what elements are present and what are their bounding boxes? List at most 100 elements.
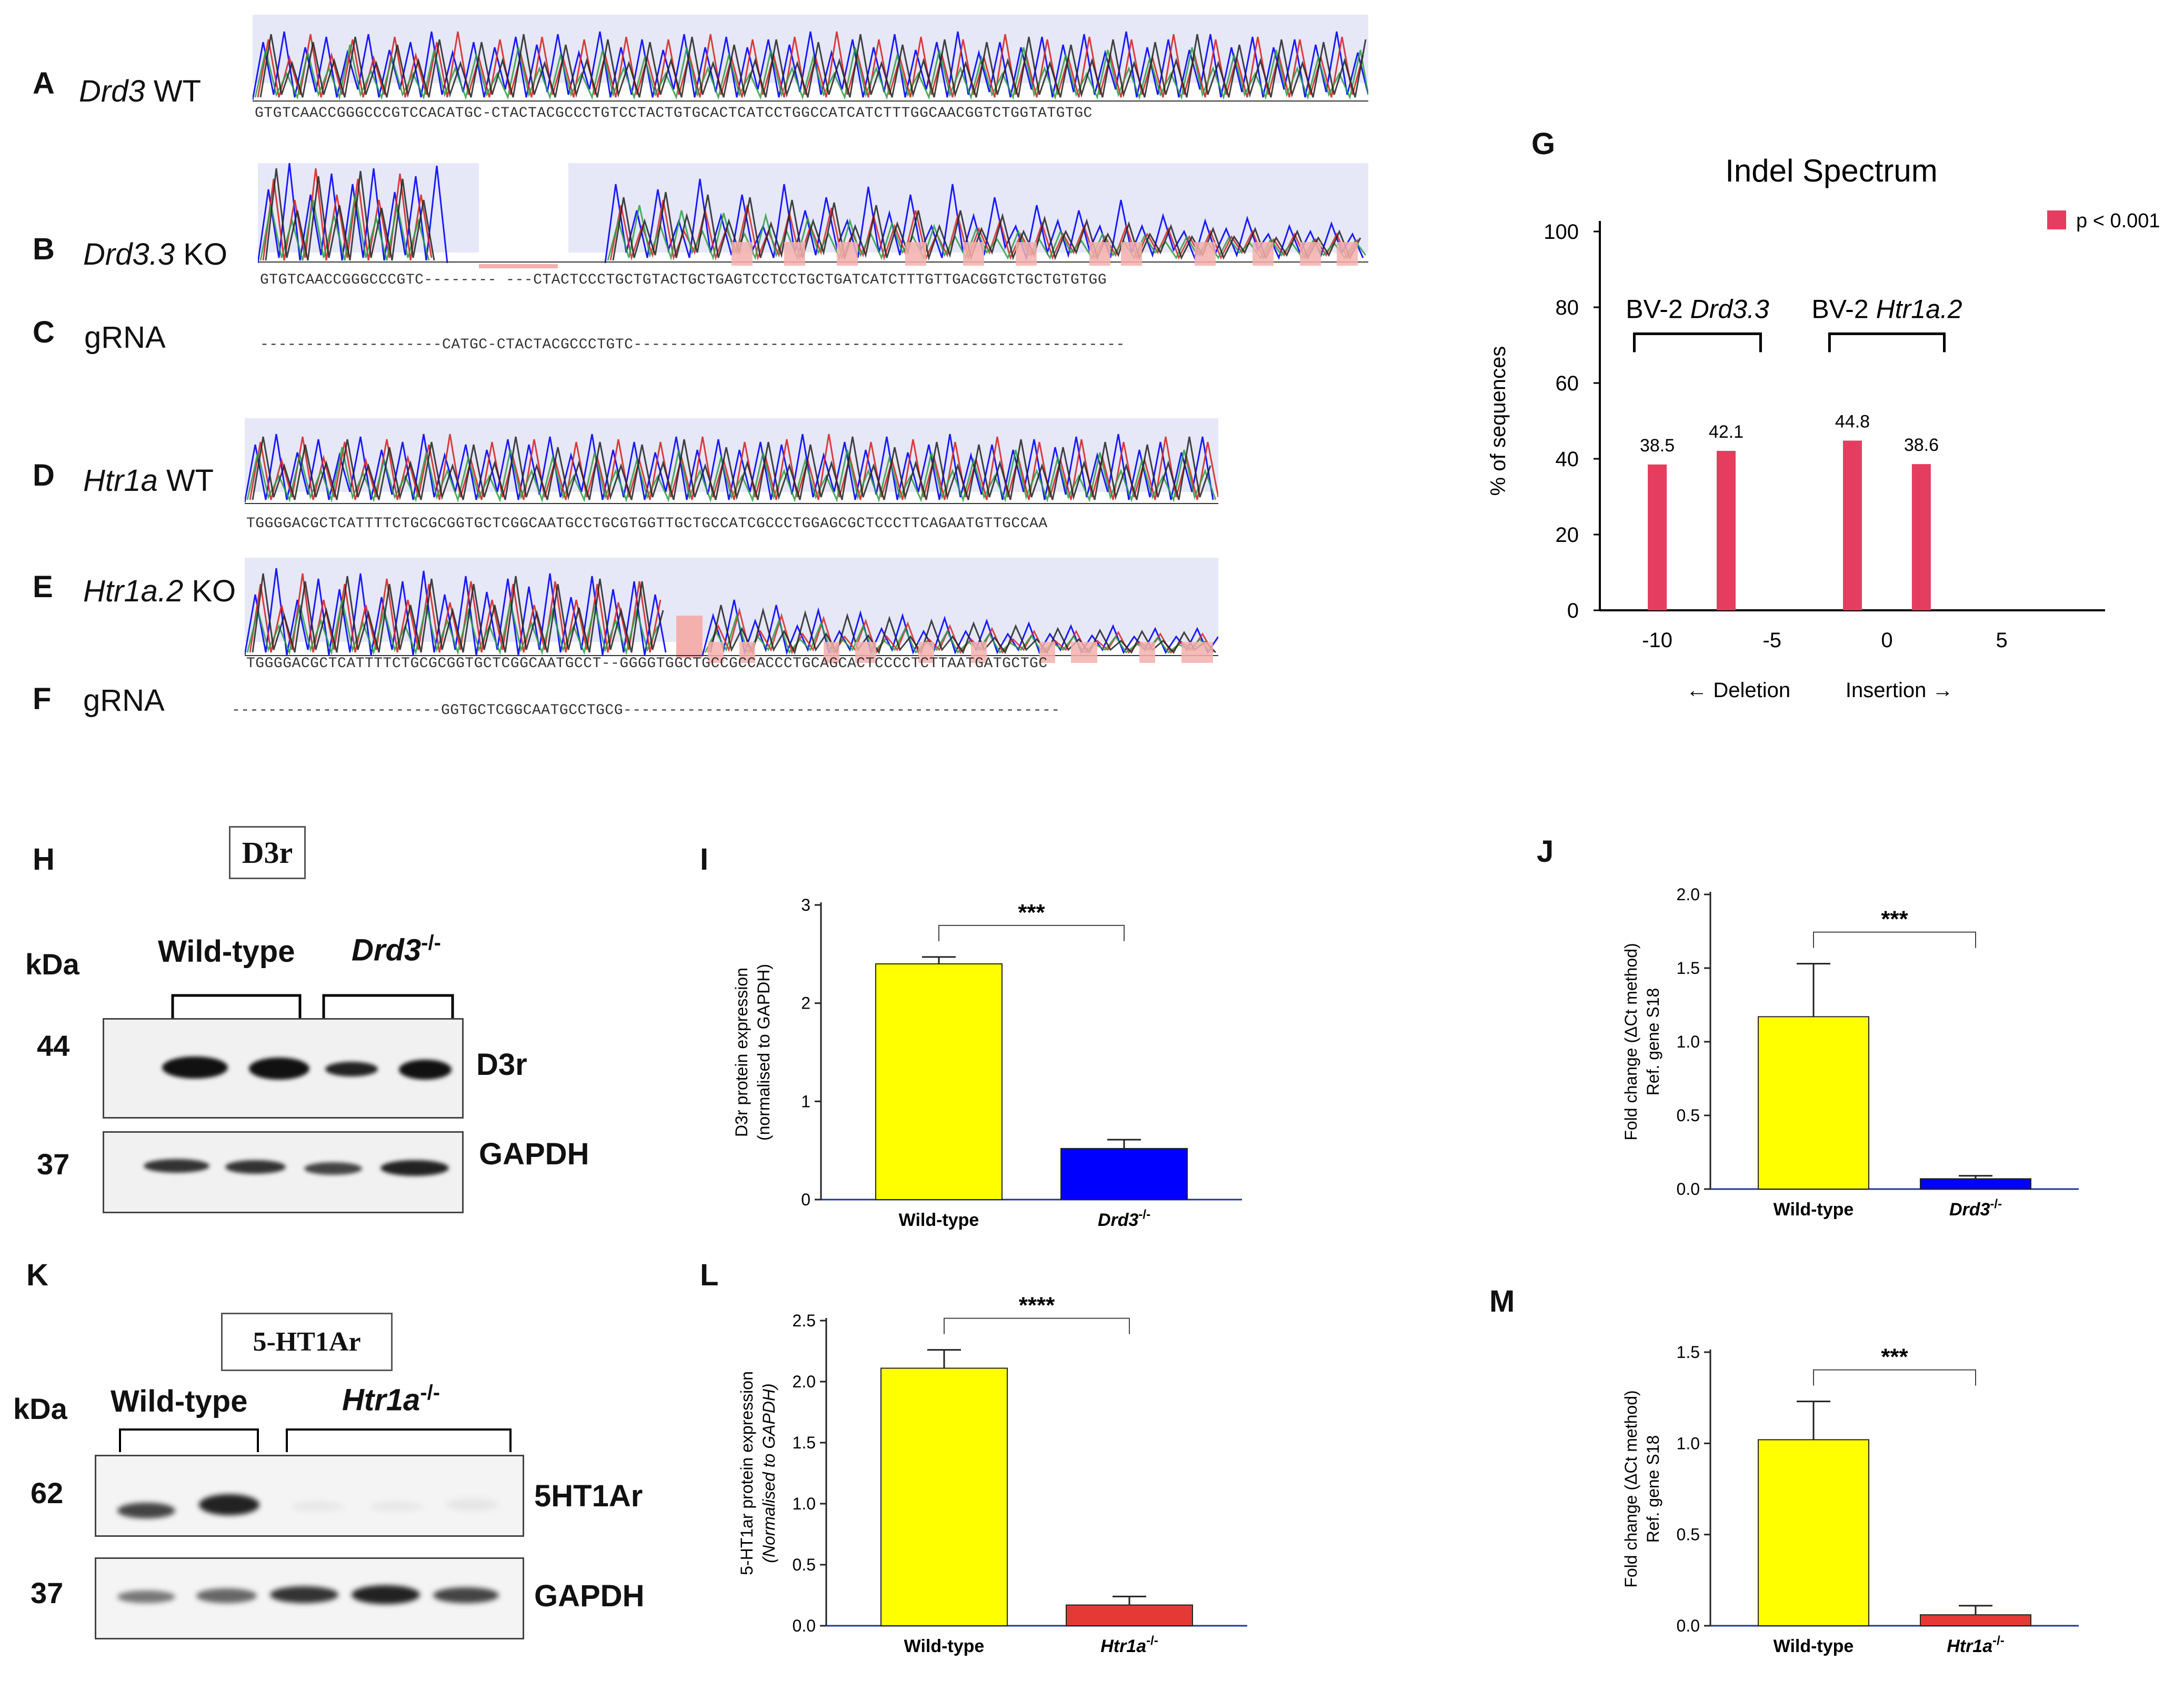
y-tick-label: 0 <box>801 1190 810 1209</box>
y-tick-label: 0.5 <box>793 1555 816 1574</box>
antibody-box-h: D3r <box>229 826 306 879</box>
significance-stars: *** <box>1881 1344 1908 1370</box>
group-label: BV-2 Drd3.3 <box>1626 294 1769 324</box>
significance-stars: **** <box>1019 1293 1055 1318</box>
significance-bracket <box>1813 931 1976 948</box>
panel-letter-e: E <box>33 570 53 604</box>
y-axis-label-line2: Ref. gene S18 <box>1644 1435 1662 1543</box>
mw-44: 44 <box>37 1029 70 1062</box>
indel-bar <box>1911 464 1931 610</box>
blot-d3r <box>103 1018 464 1119</box>
panel-letter-c: C <box>33 315 55 349</box>
y-tick-label: 1.5 <box>1677 1343 1700 1362</box>
panel-letter-f: F <box>33 682 52 716</box>
bar-value-label: 38.6 <box>1904 435 1939 455</box>
bar-knockout <box>1920 1178 2031 1190</box>
x-category-label: Wild-type <box>1774 1636 1854 1656</box>
x-category-label: Wild-type <box>904 1636 985 1656</box>
band <box>225 1160 286 1174</box>
x-category-label: Drd3-/- <box>1949 1197 2002 1220</box>
significance-bracket <box>1813 1369 1976 1386</box>
y-tick-label: 0.0 <box>1677 1616 1700 1635</box>
y-tick-label: 2.0 <box>793 1372 816 1391</box>
ko-sup: -/- <box>420 1381 440 1404</box>
panel-letter-m: M <box>1489 1284 1515 1318</box>
label-suffix: KO <box>183 574 236 608</box>
y-tick-label: 1.0 <box>1677 1434 1700 1453</box>
grna-c: --------------------CATGC-CTACTACGCCCTGT… <box>260 337 1125 353</box>
significance-stars: *** <box>1018 900 1045 925</box>
group-label: BV-2 Htr1a.2 <box>1811 294 1962 324</box>
significance-bracket <box>944 1317 1130 1334</box>
legend-label: p < 0.001 <box>2076 210 2160 232</box>
band <box>162 1056 228 1079</box>
band-label-5ht1ar: 5HT1Ar <box>534 1479 643 1513</box>
y-tick-label: 0.5 <box>1677 1106 1700 1125</box>
y-axis-label-line2: (Normalised to GAPDH) <box>759 1383 778 1563</box>
blot-5ht1ar <box>95 1455 524 1537</box>
mw-37-k: 37 <box>31 1576 64 1609</box>
band <box>144 1159 209 1173</box>
bar-knockout <box>1920 1614 2031 1627</box>
bar-knockout <box>1060 1147 1188 1201</box>
chart-j: 0.0 0.5 1.0 1.5 2.0 Wild-type Drd3-/- *** Fold c… <box>1621 885 2079 1220</box>
legend-swatch <box>2047 210 2066 229</box>
y-tick-label: 3 <box>801 895 810 914</box>
band <box>270 1586 338 1603</box>
blot-gapdh-h <box>103 1131 464 1213</box>
label-suffix: KO <box>175 237 228 271</box>
chart-m: 0.0 0.5 1.0 1.5 Wild-type Htr1a-/- *** Fold cha… <box>1621 1343 2079 1656</box>
y-tick-label: 60 <box>1556 372 1579 395</box>
y-axis-label-line1: D3r protein expression <box>732 968 751 1137</box>
y-axis-label-line2: (normalised to GAPDH) <box>754 964 773 1141</box>
x-category-label: Wild-type <box>899 1210 979 1230</box>
label-suffix: WT <box>157 464 214 498</box>
trace-group <box>253 31 1368 100</box>
chart-title: Indel Spectrum <box>1725 153 1938 188</box>
y-tick-label: 2 <box>801 994 810 1013</box>
panel-letter-l: L <box>700 1258 719 1292</box>
panel-letter-a: A <box>33 66 55 100</box>
antibody-box-k: 5-HT1Ar <box>221 1313 393 1371</box>
panel-letter-b: B <box>33 232 55 266</box>
band <box>370 1501 423 1512</box>
gene-name: Htr1a <box>83 464 158 498</box>
band <box>249 1058 309 1080</box>
band <box>117 1503 175 1518</box>
bar-value-label: 38.5 <box>1640 436 1675 456</box>
panel-a-label: Drd3 WT <box>79 74 201 109</box>
y-tick-label: 80 <box>1556 296 1579 319</box>
sequence-d: TGGGGACGCTCATTTTCTGCGCGGTGCTCGGCAATGCCTG… <box>246 516 1048 532</box>
panel-c-label: gRNA <box>84 320 166 355</box>
chart-l: 0.0 0.5 1.0 1.5 2.0 2.5 Wild-type Htr1a-/- **** 5… <box>737 1293 1247 1656</box>
band <box>325 1062 378 1076</box>
sequence-a: GTGTCAACCGGGCCCGTCCACATGC-CTACTACGCCCTGT… <box>255 105 1093 122</box>
mw-62: 62 <box>31 1476 64 1509</box>
y-tick-label: 40 <box>1556 448 1579 471</box>
y-tick-label: 2.0 <box>1677 885 1700 904</box>
y-axis-label-line1: Fold change (ΔCt method) <box>1621 1390 1640 1587</box>
band <box>446 1498 499 1511</box>
x-category-label: Wild-type <box>1774 1200 1854 1220</box>
x-tick-label: 0 <box>1881 629 1892 652</box>
sequence-e: TGGGGACGCTCATTTTCTGCGCGGTGCTCGGCAATGCCT-… <box>246 656 1048 672</box>
panel-letter-i: I <box>700 842 709 877</box>
y-tick-label: 2.5 <box>793 1311 816 1330</box>
chart-i: 0 1 2 3 Wild-type Drd3-/- *** D3r protein expre… <box>732 895 1242 1230</box>
bar-knockout <box>1066 1604 1193 1626</box>
gene-name: Drd3 <box>79 74 145 108</box>
brackets-k <box>119 1428 512 1452</box>
band-label-gapdh-h: GAPDH <box>479 1137 589 1171</box>
panel-letter-d: D <box>33 458 55 492</box>
bar-wildtype <box>880 1367 1008 1626</box>
y-tick-label: 1.5 <box>793 1433 816 1452</box>
y-axis-label-line1: 5-HT1ar protein expression <box>737 1371 756 1575</box>
x-category-label: Htr1a-/- <box>1947 1634 2005 1656</box>
group-ko-h: Drd3-/- <box>352 931 441 968</box>
indel-bar <box>1648 464 1667 610</box>
group-ko-k: Htr1a-/- <box>342 1381 440 1417</box>
x-tick-label: -10 <box>1642 629 1672 652</box>
bar-wildtype <box>1758 1016 1869 1190</box>
band <box>196 1588 257 1603</box>
group-wildtype-k: Wild-type <box>111 1384 248 1418</box>
